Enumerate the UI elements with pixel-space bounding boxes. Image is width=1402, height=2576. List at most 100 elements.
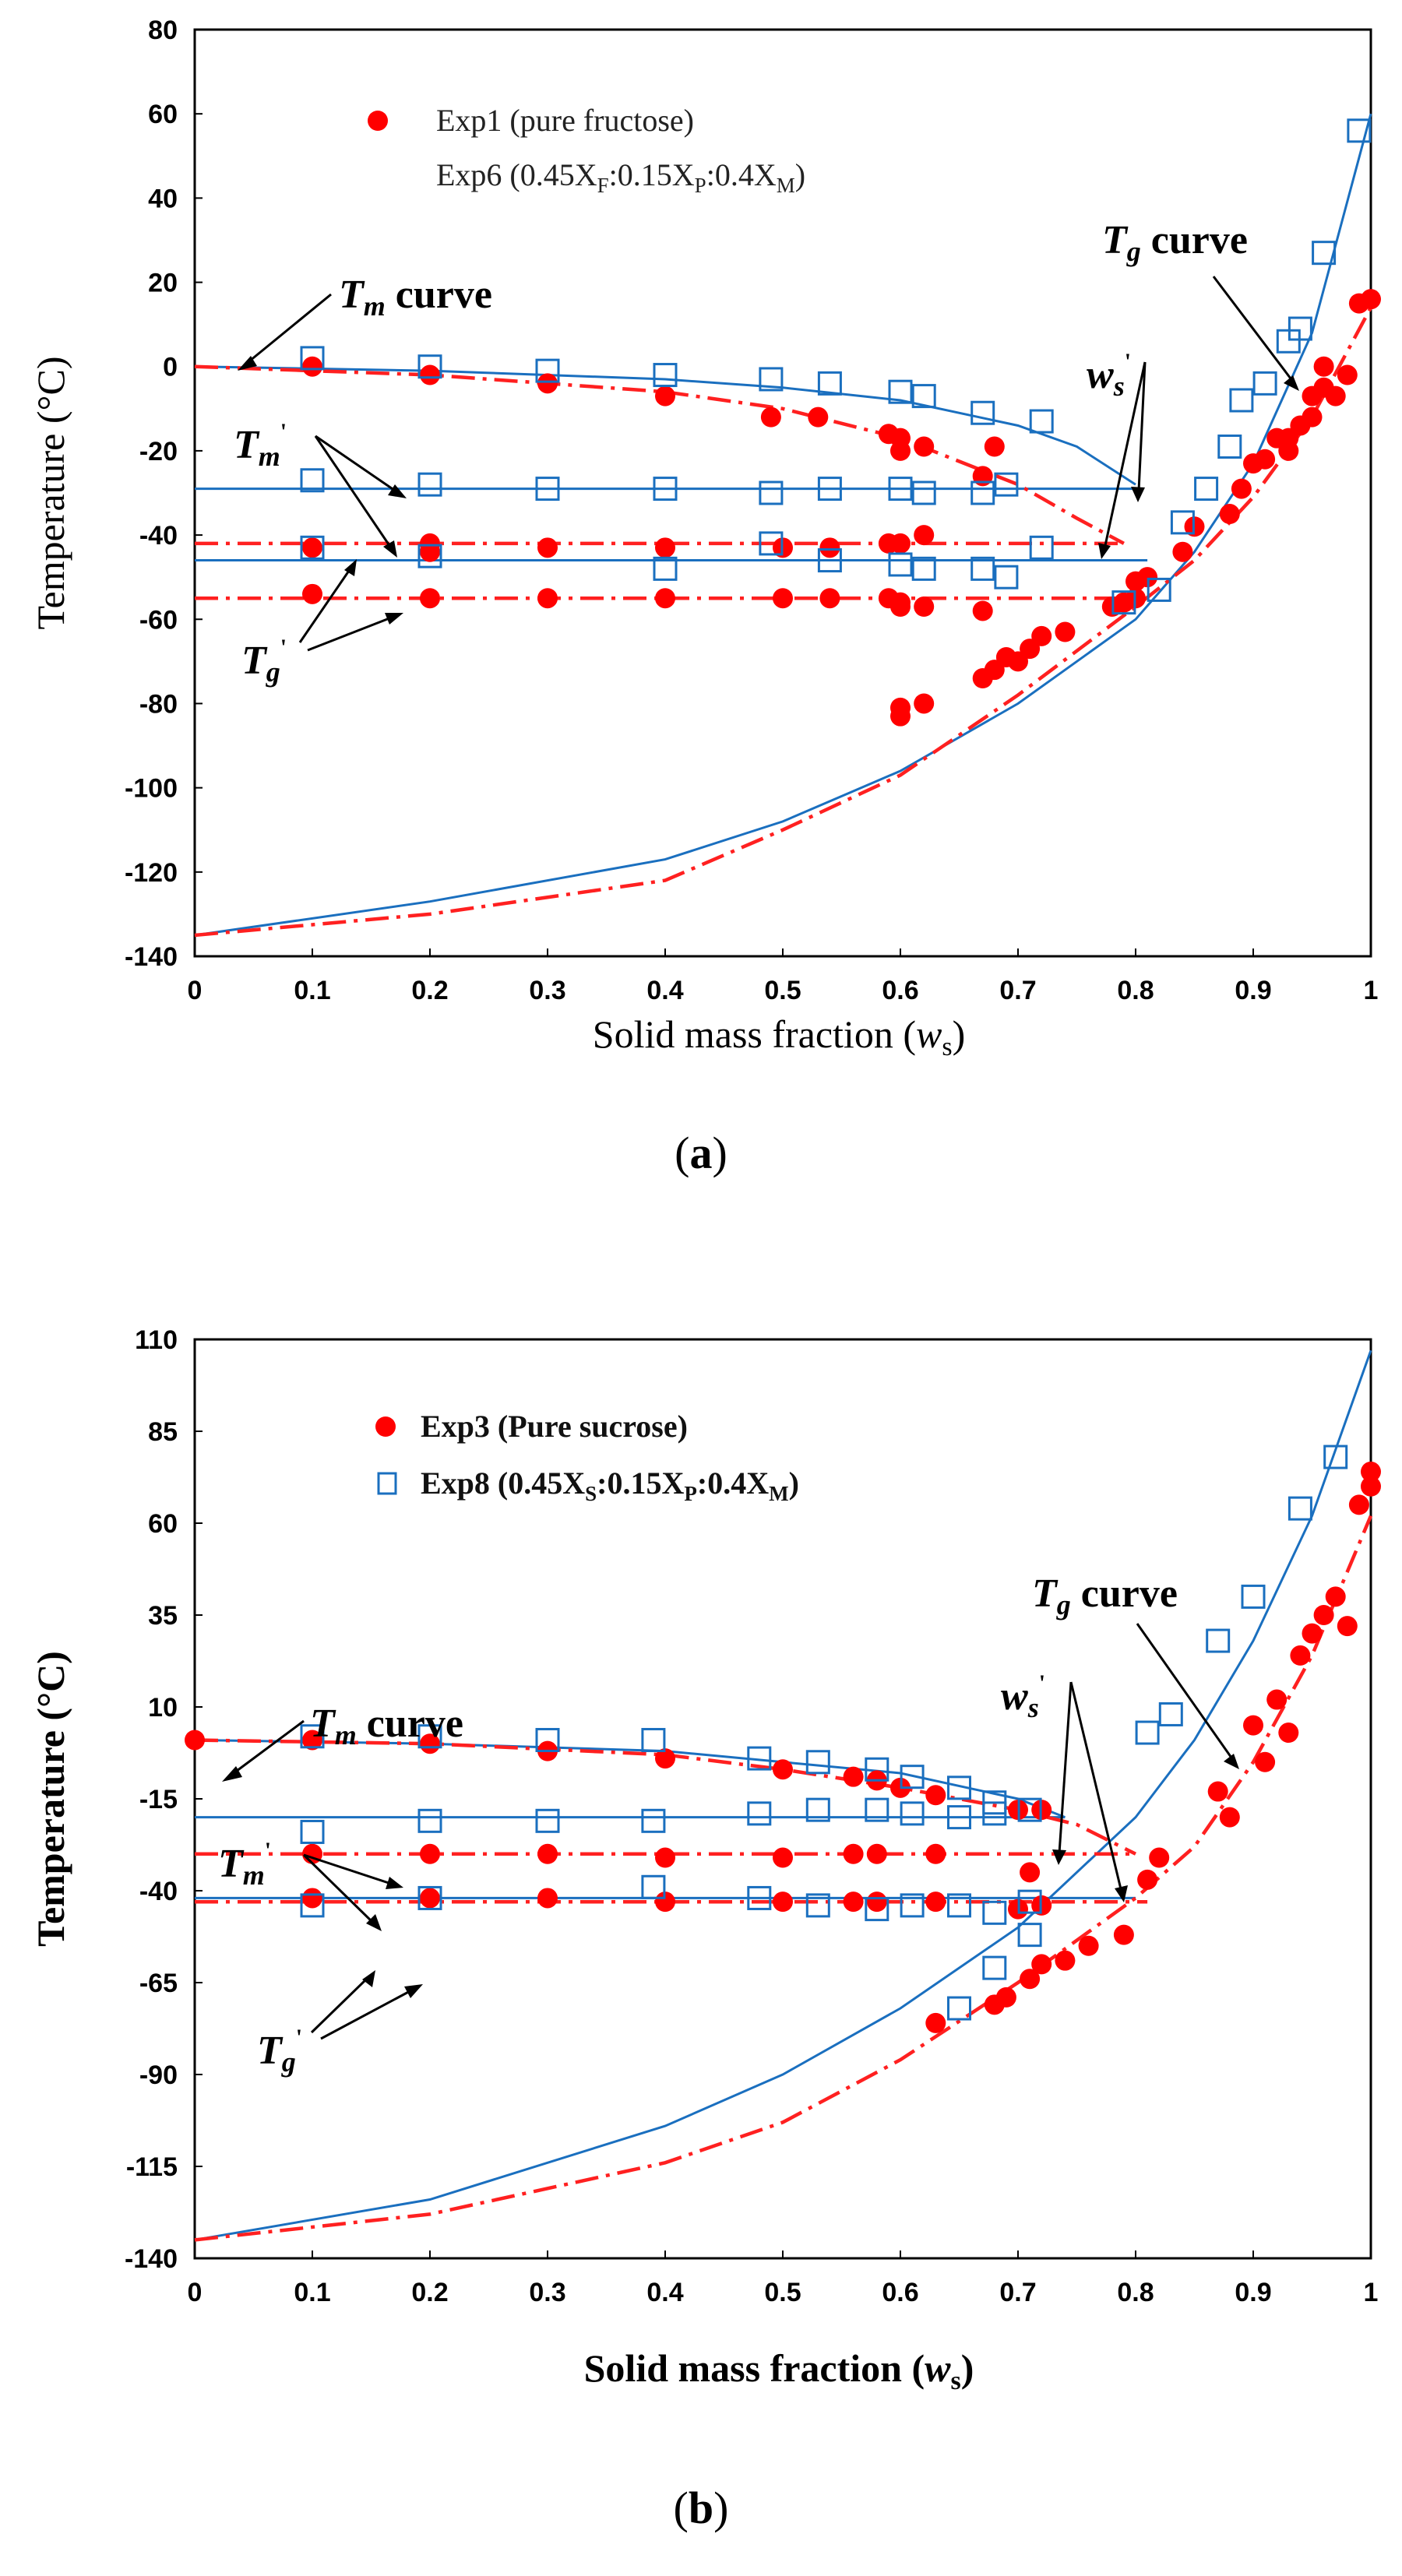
panel-a-x-tick-label: 0.2	[411, 976, 448, 1005]
panel-a-point-circle	[890, 596, 911, 618]
panel-a-point-square	[817, 371, 842, 396]
panel-b-point-circle	[773, 1892, 793, 1913]
panel-a-legend-marker-exp1	[368, 111, 388, 131]
panel-b-point-circle	[925, 2012, 946, 2033]
panel-b-point-square	[982, 1801, 1007, 1826]
panel-b-point-square	[805, 1750, 830, 1775]
panel-b-point-square	[1017, 1797, 1042, 1822]
panel-b-legend-marker-exp8	[377, 1472, 397, 1495]
panel-a-point-square	[1347, 118, 1372, 143]
panel-a-x-tick-label: 0.4	[646, 976, 683, 1005]
panel-b-point-circle	[843, 1892, 864, 1913]
panel-b-arrows	[230, 1623, 1235, 2040]
panel-a-point-circle	[890, 533, 911, 554]
panel-b-point-square	[535, 1727, 560, 1752]
panel-b-point-square	[1017, 1923, 1042, 1948]
panel-b-point-circle	[302, 1730, 322, 1751]
panel-b-point-square	[1017, 1889, 1042, 1914]
panel-a-point-circle	[537, 373, 558, 394]
panel-a-point-circle	[420, 588, 440, 609]
panel-b-point-square	[300, 1893, 325, 1918]
panel-a-tg-prime-label: Tg'	[241, 635, 287, 688]
panel-b-y-tick-label: -40	[139, 1877, 178, 1906]
panel-a-point-square	[1029, 409, 1054, 434]
panel-b-point-square	[1135, 1720, 1160, 1745]
panel-b-point-square	[947, 1893, 971, 1918]
panel-b-point-circle	[843, 1766, 864, 1787]
panel-b-y-tick-label: -90	[139, 2060, 178, 2090]
panel-b-point-circle	[1149, 1847, 1170, 1868]
panel-b-tm-curve-label: Tm curve	[310, 1701, 463, 1751]
panel-a-point-circle	[1337, 364, 1358, 385]
panel-a-point-circle	[1361, 289, 1381, 310]
panel-b-x-tick-label: 0.6	[882, 2278, 918, 2307]
panel-a-point-circle	[655, 588, 675, 609]
panel-b-point-square	[805, 1797, 830, 1822]
panel-a-y-tick-label: 60	[148, 100, 178, 129]
panel-a-point-square	[759, 367, 784, 392]
panel-b-y-tick-label: -15	[139, 1785, 178, 1814]
panel-a-point-circle	[984, 436, 1005, 457]
panel-b-x-tick-label: 0.7	[999, 2278, 1036, 2307]
panel-a-x-tick-label: 0.5	[764, 976, 801, 1005]
panel-a-point-circle	[1231, 478, 1252, 499]
panel-b-point-circle	[1113, 1924, 1134, 1945]
panel-a-y-tick-label: -60	[139, 605, 178, 635]
panel-b-x-tick-label: 0.3	[529, 2278, 565, 2307]
panel-a-y-tick-label: 0	[163, 353, 178, 382]
panel-b-data-points	[185, 1445, 1381, 2033]
panel-a-y-axis-title: Temperature (°C)	[29, 356, 72, 629]
panel-a-point-square	[759, 480, 784, 505]
panel-b-arrowheads	[222, 1754, 1239, 1998]
panel-a-y-tick-label: -100	[125, 774, 178, 804]
panel-b-x-tick-label: 0.2	[411, 2278, 448, 2307]
panel-b-point-circle	[1137, 1869, 1158, 1890]
panel-b-chart: 0 0.1 0.2 0.3 0.4 0.5 0.6 0.7 0.8 0.9 1 -140 -115 -90…	[29, 1325, 1381, 2533]
panel-b-point-square	[417, 1808, 442, 1833]
panel-a-point-circle	[773, 588, 793, 609]
panel-a-point-square	[1312, 241, 1337, 266]
panel-b-point-square	[747, 1746, 772, 1771]
panel-b-point-circle	[1219, 1807, 1240, 1828]
panel-a-point-square	[817, 477, 842, 501]
panel-a-point-circle	[1325, 385, 1346, 406]
panel-a-point-circle	[655, 385, 675, 406]
panel-a-label: (a)	[675, 1128, 727, 1178]
panel-a-point-circle	[302, 356, 322, 377]
panel-a-point-square	[653, 556, 678, 581]
panel-a-point-circle	[819, 588, 840, 609]
panel-a-x-axis-title: Solid mass fraction (ws)	[593, 1012, 965, 1061]
panel-a-x-tick-label: 0	[188, 976, 203, 1005]
panel-a-point-circle	[914, 693, 935, 714]
panel-a-point-circle	[1302, 406, 1323, 428]
panel-b-point-square	[865, 1797, 889, 1822]
panel-a-data-points	[300, 118, 1381, 727]
panel-a-x-tick-label: 0.8	[1117, 976, 1154, 1005]
panel-a-point-square	[417, 354, 442, 379]
panel-b-x-axis-title: Solid mass fraction (ws)	[584, 2346, 974, 2395]
panel-a-point-circle	[537, 537, 558, 558]
panel-b-point-circle	[1361, 1461, 1381, 1482]
panel-b-point-circle	[302, 1888, 322, 1909]
panel-a-point-circle	[760, 406, 781, 428]
panel-b-y-tick-label: -115	[126, 2152, 178, 2182]
panel-a-y-tick-label: 40	[148, 184, 178, 213]
panel-b-point-square	[1158, 1701, 1183, 1726]
panel-b-y-tick-label: -140	[125, 2244, 178, 2274]
panel-a-point-circle	[420, 364, 440, 385]
panel-b-point-square	[1288, 1496, 1312, 1521]
panel-a-y-tick-label: -120	[125, 858, 178, 888]
panel-b-point-circle	[1361, 1476, 1381, 1497]
panel-a-point-circle	[808, 406, 829, 428]
panel-b-y-axis-title: Temperature (°C)	[29, 1651, 72, 1947]
panel-b-axes: 0 0.1 0.2 0.3 0.4 0.5 0.6 0.7 0.8 0.9 1 -140 -115 -90…	[125, 1325, 1379, 2307]
panel-b-x-tick-label: 1	[1364, 2278, 1379, 2307]
panel-b-point-circle	[420, 1888, 440, 1909]
panel-a-point-square	[300, 468, 325, 493]
panel-a-x-tick-label: 0.6	[882, 976, 918, 1005]
panel-a-point-square	[1252, 371, 1277, 396]
panel-b-x-tick-label: 0.9	[1235, 2278, 1271, 2307]
panel-b-point-circle	[1302, 1623, 1323, 1644]
panel-b-y-tick-label: -65	[139, 1969, 178, 1998]
panel-a-point-square	[970, 556, 995, 581]
